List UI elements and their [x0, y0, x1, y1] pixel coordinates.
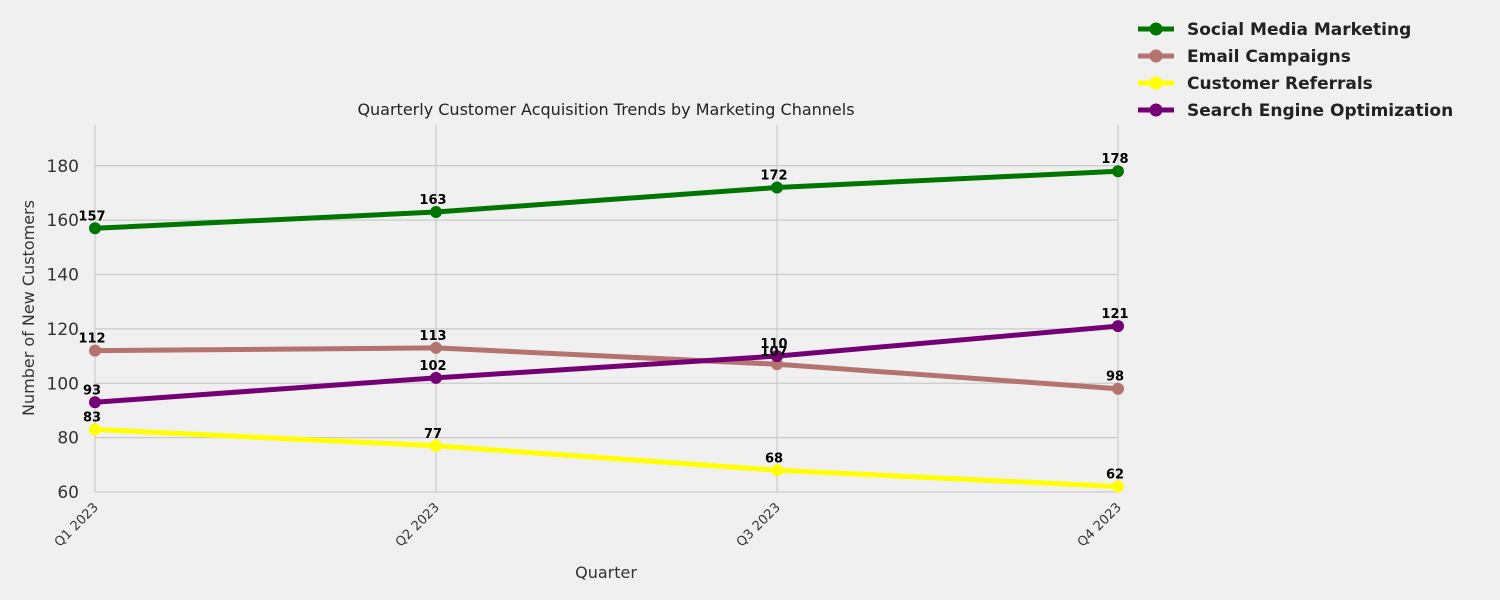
x-tick-label: Q4 2023	[1075, 500, 1125, 550]
data-label: 68	[765, 451, 783, 466]
data-point	[771, 181, 783, 194]
series-line	[94, 426, 1119, 490]
legend-label: Social Media Marketing	[1187, 20, 1411, 40]
x-axis-title: Quarter	[575, 563, 637, 582]
data-point	[771, 464, 783, 477]
y-tick-label: 80	[57, 429, 79, 449]
series-line	[94, 323, 1119, 405]
data-label: 172	[760, 169, 787, 184]
data-point	[1112, 320, 1124, 333]
y-axis-title: Number of New Customers	[19, 200, 38, 416]
data-point	[430, 205, 442, 218]
data-label: 112	[78, 332, 105, 347]
series-line	[94, 168, 1119, 231]
data-label: 83	[83, 410, 101, 425]
data-label: 77	[424, 427, 442, 442]
data-point	[771, 350, 783, 363]
data-label: 178	[1101, 152, 1128, 167]
legend-label: Customer Referrals	[1187, 74, 1373, 94]
data-label: 107	[760, 345, 787, 360]
data-point	[430, 341, 442, 354]
data-point	[89, 396, 101, 409]
y-tick-label: 160	[47, 211, 79, 231]
data-label: 93	[83, 383, 101, 398]
y-tick-label: 120	[47, 320, 79, 340]
y-tick-label: 100	[47, 374, 79, 394]
data-label: 62	[1106, 468, 1124, 483]
legend-marker	[1149, 22, 1163, 36]
data-label: 98	[1106, 370, 1124, 385]
y-tick-label: 60	[57, 483, 79, 503]
legend: Social Media Marketing Email Campaigns Cus…	[1138, 20, 1453, 121]
legend-label: Search Engine Optimization	[1187, 101, 1453, 121]
data-point	[89, 423, 101, 436]
x-tick-label: Q1 2023	[52, 500, 102, 550]
data-label: 157	[78, 209, 105, 224]
legend-label: Email Campaigns	[1187, 47, 1351, 67]
x-tick-label: Q2 2023	[393, 500, 443, 550]
data-labels: 157 163 172 178 112 113 107 98 83 77 68 62 93 102 110 1…	[78, 152, 1128, 482]
data-point	[1112, 165, 1124, 178]
legend-marker	[1149, 49, 1163, 63]
y-tick-label: 180	[47, 157, 79, 177]
data-label: 102	[419, 359, 446, 374]
series-lines	[89, 165, 1124, 493]
chart-title: Quarterly Customer Acquisition Trends by…	[357, 100, 854, 119]
data-label: 163	[419, 193, 446, 208]
legend-marker	[1149, 76, 1163, 90]
data-point	[430, 439, 442, 452]
data-point	[1112, 382, 1124, 395]
series-line	[94, 345, 1119, 392]
data-point	[89, 222, 101, 235]
data-point	[89, 344, 101, 357]
data-label: 121	[1101, 307, 1128, 322]
data-point	[430, 371, 442, 384]
data-label: 110	[760, 337, 787, 352]
legend-marker	[1149, 103, 1163, 117]
data-label: 113	[419, 329, 446, 344]
y-tick-label: 140	[47, 266, 79, 286]
data-point	[1112, 480, 1124, 493]
x-tick-label: Q3 2023	[734, 500, 784, 550]
